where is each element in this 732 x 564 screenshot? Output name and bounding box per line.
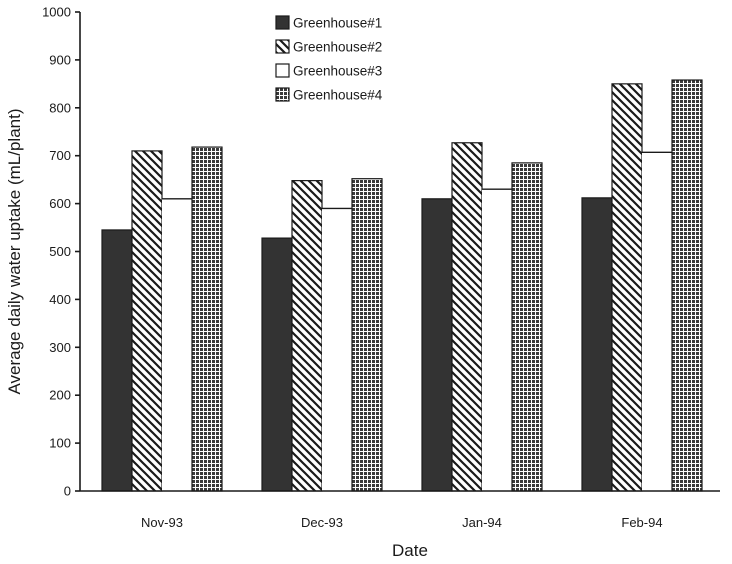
bar — [451, 142, 483, 492]
bars — [101, 79, 703, 492]
legend-swatch — [275, 15, 290, 30]
y-tick-label: 200 — [49, 388, 71, 403]
bar — [611, 83, 643, 492]
y-tick-label: 300 — [49, 340, 71, 355]
x-tick-label: Nov-93 — [141, 515, 183, 530]
bar — [261, 237, 293, 492]
bar — [511, 162, 543, 492]
bar — [482, 189, 512, 492]
legend-label: Greenhouse#2 — [293, 40, 382, 55]
x-axis-label: Date — [392, 541, 428, 560]
bar — [162, 198, 192, 491]
bar — [581, 197, 613, 492]
y-tick-label: 700 — [49, 148, 71, 163]
bar — [191, 146, 223, 492]
legend: Greenhouse#1 Greenhouse#2 Greenhouse#3 Gree… — [275, 15, 383, 103]
y-tick-label: 900 — [49, 52, 71, 67]
bar — [322, 208, 352, 491]
y-axis-ticks: 0 100 200 300 400 500 600 700 800 900 1000 — [42, 5, 80, 499]
x-tick-label: Jan-94 — [462, 515, 502, 530]
bar — [351, 178, 383, 492]
x-tick-label: Feb-94 — [621, 515, 662, 530]
bar — [642, 152, 672, 492]
y-tick-label: 500 — [49, 244, 71, 259]
y-tick-label: 800 — [49, 100, 71, 115]
y-tick-label: 400 — [49, 292, 71, 307]
x-tick-label: Dec-93 — [301, 515, 343, 530]
x-axis-ticks: Nov-93 Dec-93 Jan-94 Feb-94 — [141, 515, 663, 530]
y-tick-label: 1000 — [42, 5, 71, 20]
y-tick-label: 0 — [64, 484, 71, 499]
legend-swatch — [275, 39, 290, 54]
bar — [421, 198, 453, 492]
bar — [671, 79, 703, 492]
legend-label: Greenhouse#1 — [293, 16, 382, 31]
bar — [131, 150, 163, 492]
y-tick-label: 600 — [49, 196, 71, 211]
legend-label: Greenhouse#3 — [293, 64, 382, 79]
y-tick-label: 100 — [49, 436, 71, 451]
bar — [291, 180, 323, 492]
legend-label: Greenhouse#4 — [293, 88, 383, 103]
legend-swatch — [275, 63, 290, 78]
legend-swatch — [275, 87, 290, 102]
bar — [101, 229, 133, 492]
y-axis-label: Average daily water uptake (mL/plant) — [5, 108, 24, 394]
